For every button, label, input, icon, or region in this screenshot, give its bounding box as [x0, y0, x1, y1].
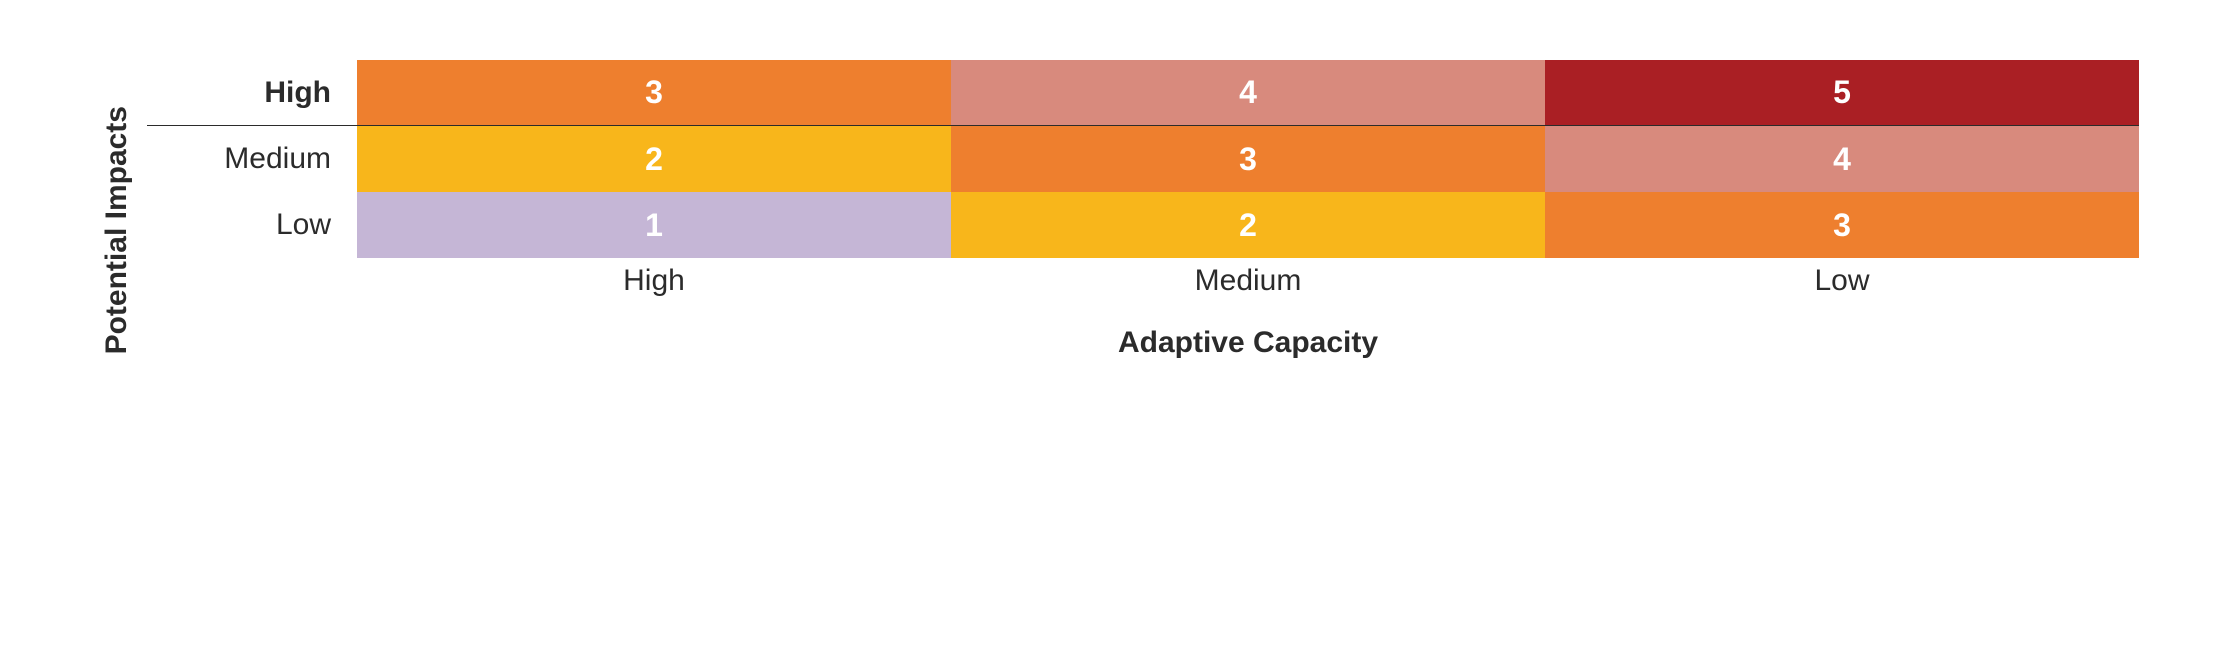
col-label-high: High — [357, 258, 951, 324]
matrix-grid: High 3 4 5 Medium 2 3 4 Low 1 2 3 High — [147, 60, 2139, 324]
matrix-cell: 3 — [951, 126, 1545, 192]
y-axis-title: Potential Impacts — [100, 66, 133, 354]
matrix-cell: 1 — [357, 192, 951, 258]
row-label-medium: Medium — [147, 126, 357, 192]
matrix-cell: 4 — [1545, 126, 2139, 192]
row-label-spacer — [147, 258, 357, 324]
row-label-high: High — [147, 60, 357, 126]
matrix-cell: 2 — [951, 192, 1545, 258]
col-label-low: Low — [1545, 258, 2139, 324]
matrix-grid-area: High 3 4 5 Medium 2 3 4 Low 1 2 3 High — [147, 60, 2139, 360]
x-axis-title: Adaptive Capacity — [147, 326, 2139, 360]
risk-matrix: Potential Impacts High 3 4 5 Medium 2 3 … — [100, 60, 2139, 360]
matrix-cell: 3 — [1545, 192, 2139, 258]
matrix-cell: 4 — [951, 60, 1545, 126]
matrix-cell: 2 — [357, 126, 951, 192]
col-label-medium: Medium — [951, 258, 1545, 324]
matrix-cell: 3 — [357, 60, 951, 126]
matrix-cell: 5 — [1545, 60, 2139, 126]
row-label-low: Low — [147, 192, 357, 258]
